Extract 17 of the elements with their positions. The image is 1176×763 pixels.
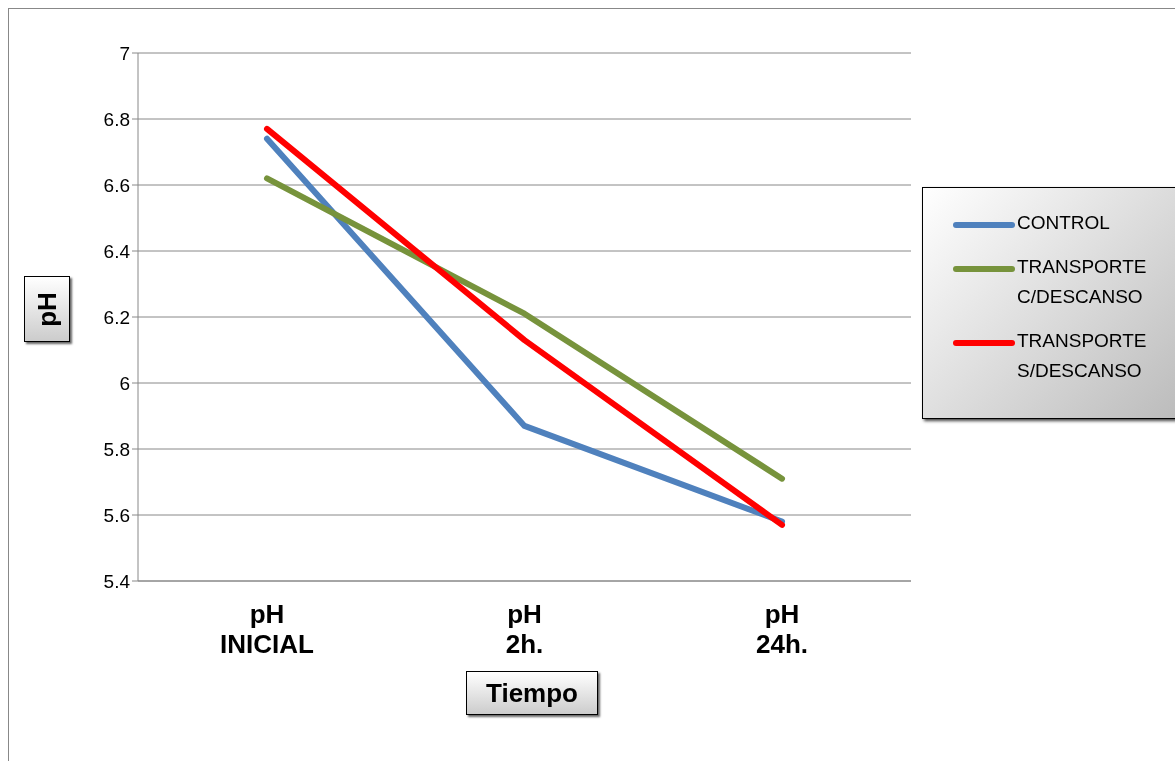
x-tick-label: pH INICIAL	[220, 599, 315, 659]
y-tick-label: 5.4	[103, 570, 131, 592]
y-tick-label: 6	[119, 372, 130, 394]
y-tick-label: 7	[119, 42, 130, 64]
y-axis-title: pH	[31, 291, 63, 327]
y-tick-label: 6.2	[103, 306, 130, 328]
x-tick-label: pH 2h.	[505, 599, 544, 659]
y-tick-label: 5.8	[103, 438, 130, 460]
x-tick-label: pH 24h.	[755, 599, 809, 659]
y-tick-label: 6.8	[103, 108, 130, 130]
y-tick-label: 6.6	[103, 174, 130, 196]
legend-label: TRANSPORTE C/DESCANSO	[1017, 255, 1148, 309]
legend-label: TRANSPORTE S/DESCANSO	[1017, 329, 1148, 383]
y-tick-label: 5.6	[103, 504, 130, 526]
x-axis-title: Tiempo	[466, 671, 598, 715]
legend-label: CONTROL	[1017, 211, 1111, 235]
y-tick-label: 6.4	[103, 240, 131, 262]
